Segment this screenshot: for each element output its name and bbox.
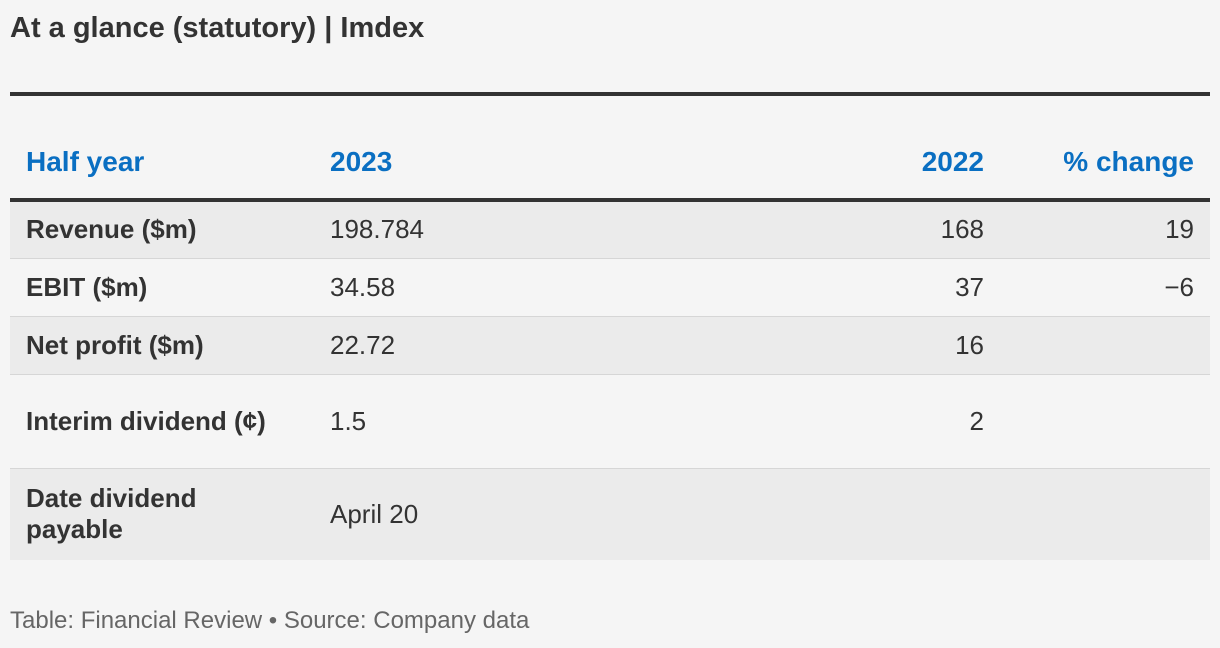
- cell-change: [1000, 468, 1210, 560]
- cell-2023: 198.784: [314, 200, 648, 259]
- row-label: Date dividend payable: [10, 468, 314, 560]
- cell-2022: 16: [648, 316, 1000, 375]
- cell-2023: 22.72: [314, 316, 648, 375]
- cell-change: −6: [1000, 258, 1210, 317]
- cell-2022: 168: [648, 200, 1000, 259]
- column-header-2023: 2023: [314, 94, 648, 202]
- row-label: Net profit ($m): [10, 316, 314, 375]
- cell-change: 19: [1000, 200, 1210, 259]
- row-label: Revenue ($m): [10, 200, 314, 259]
- row-label: Interim dividend (¢): [10, 374, 314, 469]
- table-row: EBIT ($m) 34.58 37 −6: [10, 258, 1210, 317]
- row-label: EBIT ($m): [10, 258, 314, 317]
- source-footnote: Table: Financial Review • Source: Compan…: [10, 607, 530, 634]
- page-title: At a glance (statutory) | Imdex: [10, 12, 425, 44]
- cell-2023: 1.5: [314, 374, 648, 469]
- cell-2022: [648, 468, 1000, 560]
- cell-2022: 37: [648, 258, 1000, 317]
- data-table-container: Half year 2023 2022 % change Revenue ($m…: [10, 92, 1210, 560]
- cell-change: [1000, 374, 1210, 469]
- table-row: Revenue ($m) 198.784 168 19: [10, 200, 1210, 259]
- column-header-percent-change: % change: [1000, 94, 1210, 202]
- cell-change: [1000, 316, 1210, 375]
- table-row: Interim dividend (¢) 1.5 2: [10, 374, 1210, 469]
- table-header-row: Half year 2023 2022 % change: [10, 94, 1210, 202]
- cell-2023: April 20: [314, 468, 648, 560]
- data-table: Half year 2023 2022 % change Revenue ($m…: [10, 92, 1210, 560]
- table-row: Date dividend payable April 20: [10, 468, 1210, 560]
- column-header-2022: 2022: [648, 94, 1000, 202]
- cell-2022: 2: [648, 374, 1000, 469]
- column-header-half-year: Half year: [10, 94, 314, 202]
- cell-2023: 34.58: [314, 258, 648, 317]
- table-row: Net profit ($m) 22.72 16: [10, 316, 1210, 375]
